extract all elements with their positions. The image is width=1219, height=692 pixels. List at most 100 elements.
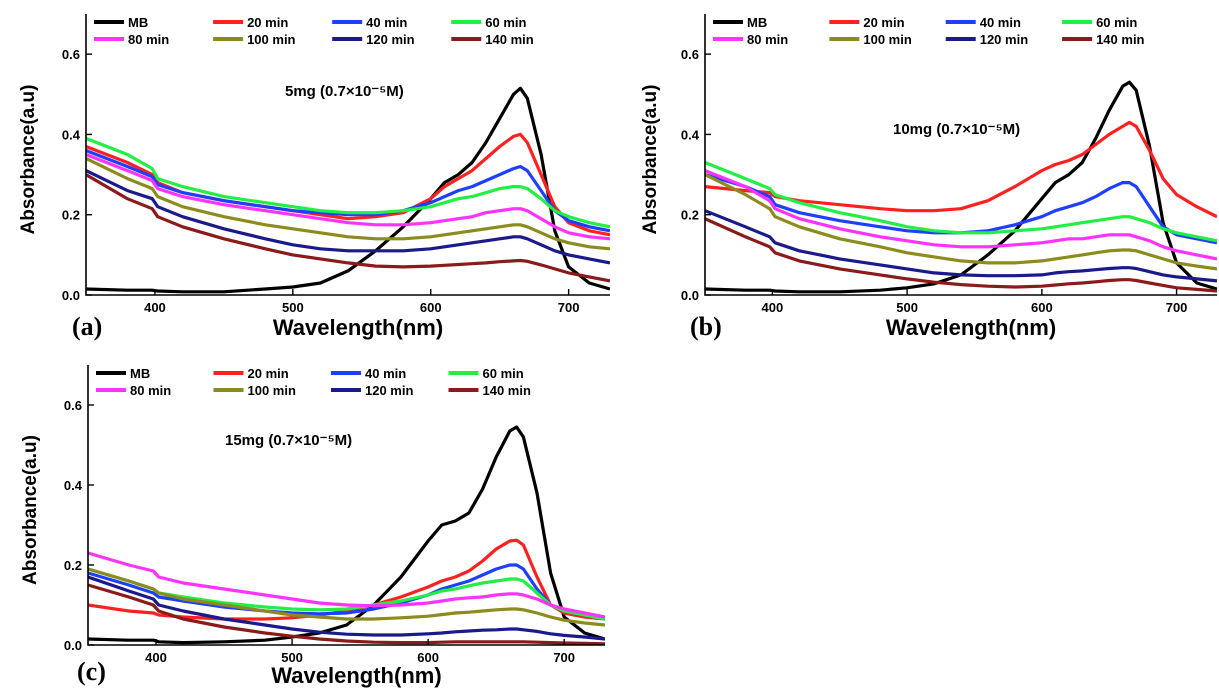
legend-label: 140 min bbox=[485, 32, 533, 47]
legend: MB 20 min 40 min 60 min 80 min 100 min 120 min… bbox=[96, 366, 531, 398]
legend-item-20-min: 20 min bbox=[213, 15, 288, 30]
series-line-20-min bbox=[88, 538, 605, 621]
x-axis-label: Wavelength(nm) bbox=[886, 315, 1056, 340]
legend-label: 60 min bbox=[483, 366, 524, 381]
series-line-40-min bbox=[86, 149, 610, 233]
legend-item-100-min: 100 min bbox=[213, 383, 296, 398]
legend-label: 80 min bbox=[128, 32, 169, 47]
legend-label: 20 min bbox=[247, 15, 288, 30]
legend-label: 100 min bbox=[247, 32, 295, 47]
panel-label: (c) bbox=[77, 657, 106, 686]
legend-item-40-min: 40 min bbox=[945, 15, 1021, 30]
y-axis-label: Absorbance(a.u) bbox=[20, 435, 41, 585]
legend-label: MB bbox=[130, 366, 150, 381]
concentration-label: (0.7×10⁻⁵M) bbox=[320, 83, 404, 100]
y-tick-label: 0.4 bbox=[64, 478, 83, 493]
legend-item-100-min: 100 min bbox=[829, 32, 912, 47]
y-axis-label: Absorbance(a.u) bbox=[640, 85, 661, 235]
panel-label: (b) bbox=[690, 312, 722, 341]
legend-label: 40 min bbox=[980, 15, 1021, 30]
legend: MB 20 min 40 min 60 min 80 min 100 min 120 min… bbox=[713, 15, 1145, 47]
sample-annotation: 5mg (0.7×10⁻⁵M) bbox=[285, 83, 404, 100]
x-tick-label: 400 bbox=[145, 650, 167, 665]
legend-item-20-min: 20 min bbox=[213, 366, 289, 381]
legend-label: 40 min bbox=[366, 15, 407, 30]
legend-item-mb: MB bbox=[96, 366, 150, 381]
legend-label: 140 min bbox=[483, 383, 531, 398]
legend-label: 120 min bbox=[366, 32, 414, 47]
series-line-140-min bbox=[705, 217, 1217, 293]
legend-item-80-min: 80 min bbox=[96, 383, 171, 398]
legend-label: MB bbox=[128, 15, 148, 30]
chart-panel-a: 0.0 0.2 0.4 0.6 400 500 600 700 Absorbance(a.u) W… bbox=[18, 14, 610, 341]
legend-item-120-min: 120 min bbox=[332, 32, 415, 47]
series-line-40-min bbox=[705, 173, 1217, 245]
legend-item-40-min: 40 min bbox=[331, 366, 406, 381]
legend-label: 20 min bbox=[248, 366, 289, 381]
x-tick-label: 700 bbox=[558, 300, 580, 315]
series-line-60-min bbox=[88, 567, 605, 621]
concentration-label: (0.7×10⁻⁵M) bbox=[268, 432, 352, 449]
y-tick-label: 0.4 bbox=[62, 127, 81, 142]
legend-item-60-min: 60 min bbox=[448, 366, 524, 381]
legend-item-40-min: 40 min bbox=[332, 15, 407, 30]
legend-item-140-min: 140 min bbox=[1062, 32, 1145, 47]
legend-label: 20 min bbox=[863, 15, 904, 30]
x-tick-label: 700 bbox=[1166, 300, 1188, 315]
y-tick-label: 0.2 bbox=[681, 208, 699, 223]
series-line-100-min bbox=[86, 157, 610, 251]
legend-label: 80 min bbox=[747, 32, 788, 47]
legend-item-20-min: 20 min bbox=[829, 15, 905, 30]
x-tick-label: 600 bbox=[417, 650, 439, 665]
legend-item-140-min: 140 min bbox=[448, 383, 531, 398]
x-tick-label: 400 bbox=[762, 300, 784, 315]
x-tick-label: 500 bbox=[281, 650, 303, 665]
sample-annotation: 10mg (0.7×10⁻⁵M) bbox=[893, 121, 1020, 138]
x-tick-label: 600 bbox=[420, 300, 442, 315]
series-line-80-min bbox=[88, 551, 605, 619]
x-tick-label: 500 bbox=[896, 300, 918, 315]
x-axis-label: Wavelength(nm) bbox=[273, 315, 443, 340]
series-lines bbox=[88, 425, 605, 645]
series-line-80-min bbox=[705, 169, 1217, 261]
y-tick-label: 0.2 bbox=[62, 208, 80, 223]
series-line-100-min bbox=[88, 567, 605, 627]
legend-label: 120 min bbox=[980, 32, 1028, 47]
x-tick-label: 400 bbox=[144, 300, 166, 315]
legend-label: MB bbox=[747, 15, 767, 30]
y-axis-label: Absorbance(a.u) bbox=[18, 85, 39, 235]
legend-label: 140 min bbox=[1096, 32, 1144, 47]
axis-frame bbox=[87, 365, 605, 646]
series-lines bbox=[86, 86, 610, 294]
legend-item-120-min: 120 min bbox=[945, 32, 1028, 47]
series-line-120-min bbox=[86, 169, 610, 265]
series-line-mb bbox=[88, 425, 605, 645]
y-tick-label: 0.0 bbox=[64, 638, 82, 653]
series-lines bbox=[705, 80, 1217, 294]
series-line-20-min bbox=[705, 120, 1217, 219]
series-line-80-min bbox=[86, 153, 610, 241]
x-tick-label: 600 bbox=[1031, 300, 1053, 315]
legend-item-60-min: 60 min bbox=[1062, 15, 1137, 30]
concentration-label: (0.7×10⁻⁵M) bbox=[936, 121, 1020, 138]
legend: MB 20 min 40 min 60 min 80 min 100 min 120 min… bbox=[94, 15, 534, 47]
series-line-120-min bbox=[705, 209, 1217, 283]
y-tick-label: 0.2 bbox=[64, 558, 82, 573]
legend-item-100-min: 100 min bbox=[213, 32, 296, 47]
series-line-120-min bbox=[88, 575, 605, 641]
x-tick-label: 500 bbox=[282, 300, 304, 315]
legend-label: 80 min bbox=[130, 383, 171, 398]
sample-annotation: 15mg (0.7×10⁻⁵M) bbox=[225, 432, 352, 449]
x-tick-label: 700 bbox=[553, 650, 575, 665]
panel-label: (a) bbox=[72, 312, 102, 341]
series-line-140-min bbox=[88, 583, 605, 645]
legend-item-120-min: 120 min bbox=[331, 383, 413, 398]
legend-item-mb: MB bbox=[713, 15, 767, 30]
legend-item-80-min: 80 min bbox=[713, 32, 788, 47]
series-line-100-min bbox=[705, 173, 1217, 271]
legend-label: 120 min bbox=[365, 383, 413, 398]
legend-item-140-min: 140 min bbox=[451, 32, 534, 47]
legend-label: 60 min bbox=[1096, 15, 1137, 30]
chart-panel-b: 0.0 0.2 0.4 0.6 400 500 600 700 Absorbance(a.u) W… bbox=[640, 14, 1217, 341]
